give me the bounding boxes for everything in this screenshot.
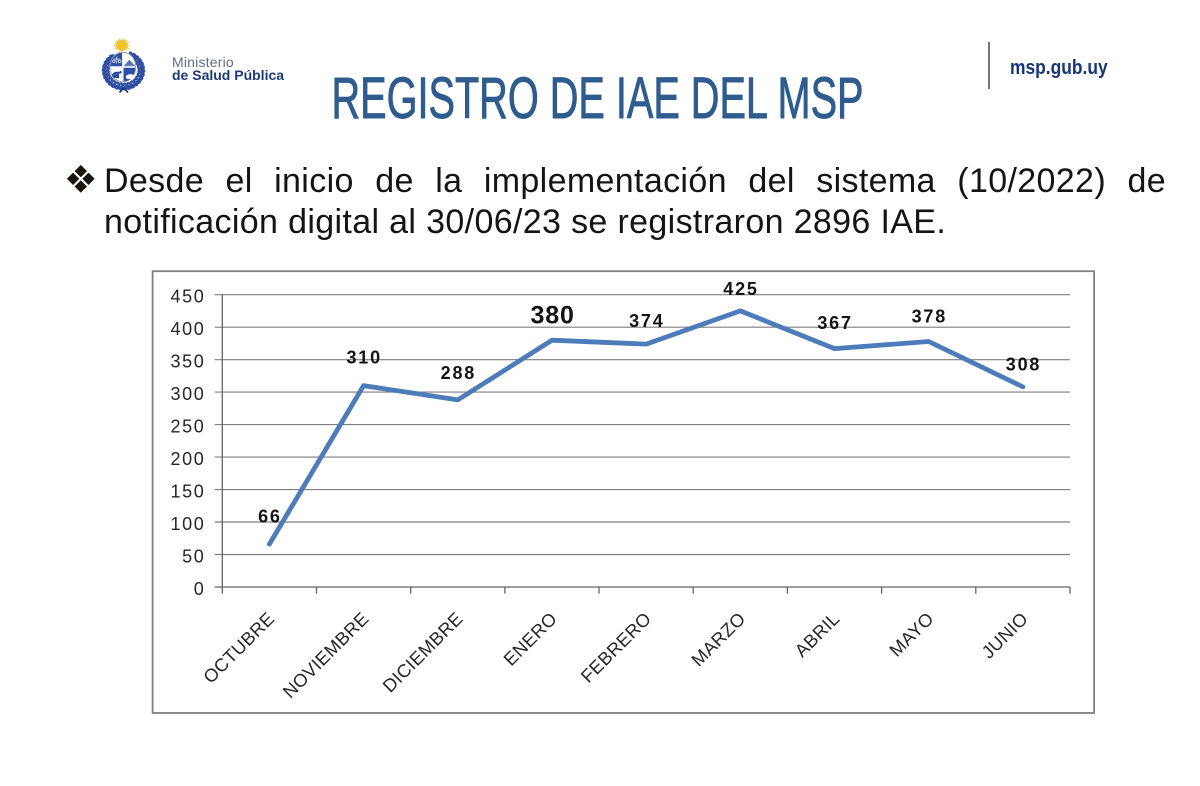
- svg-text:200: 200: [171, 449, 206, 469]
- svg-text:308: 308: [1006, 355, 1041, 375]
- svg-text:100: 100: [171, 514, 206, 534]
- svg-text:50: 50: [182, 547, 205, 567]
- svg-text:NOVIEMBRE: NOVIEMBRE: [278, 608, 372, 702]
- svg-text:300: 300: [171, 384, 206, 404]
- svg-text:380: 380: [531, 302, 575, 330]
- svg-text:0: 0: [194, 579, 206, 599]
- svg-text:JUNIO: JUNIO: [977, 608, 1032, 663]
- svg-text:374: 374: [629, 311, 664, 331]
- svg-text:450: 450: [171, 287, 206, 307]
- svg-text:350: 350: [171, 352, 206, 372]
- svg-text:ABRIL: ABRIL: [790, 608, 843, 661]
- svg-text:150: 150: [171, 482, 206, 502]
- svg-text:OCTUBRE: OCTUBRE: [199, 608, 279, 688]
- svg-text:378: 378: [912, 307, 947, 327]
- svg-text:ENERO: ENERO: [499, 608, 561, 670]
- svg-text:310: 310: [346, 348, 381, 368]
- svg-text:367: 367: [817, 313, 852, 333]
- svg-text:400: 400: [171, 319, 206, 339]
- svg-text:288: 288: [441, 363, 476, 383]
- svg-text:250: 250: [171, 417, 206, 437]
- svg-text:MARZO: MARZO: [687, 608, 750, 671]
- svg-text:MAYO: MAYO: [885, 608, 938, 661]
- svg-text:425: 425: [723, 279, 758, 299]
- svg-text:DICIEMBRE: DICIEMBRE: [378, 608, 467, 697]
- svg-text:66: 66: [258, 507, 282, 527]
- svg-text:FEBRERO: FEBRERO: [576, 608, 655, 687]
